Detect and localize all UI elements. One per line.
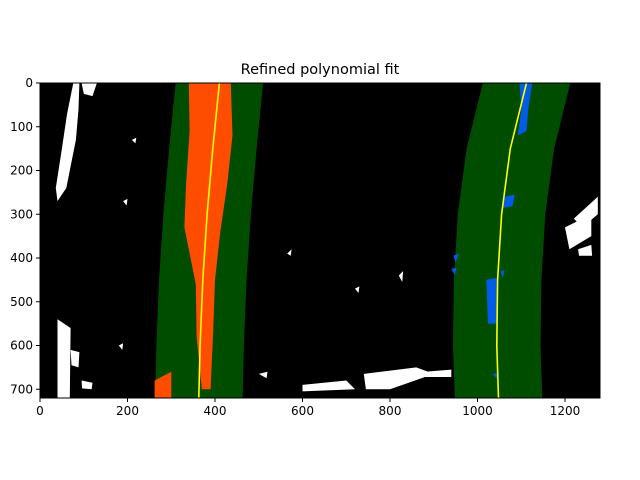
other-pixel-blob-2 bbox=[57, 319, 71, 398]
x-tick-label: 1000 bbox=[462, 404, 493, 418]
other-pixel-blob-17 bbox=[258, 371, 268, 379]
right-lane-pixel-blob-0 bbox=[517, 83, 533, 136]
right-lane-pixel-blob-3 bbox=[453, 253, 460, 263]
y-axis-ticks: 0 100 200 300 400 500 600 700 bbox=[10, 76, 40, 396]
other-pixel-blob-1 bbox=[81, 83, 97, 97]
fit-line-right bbox=[495, 83, 528, 398]
other-pixel-blob-7 bbox=[425, 369, 452, 377]
x-tick-label: 1200 bbox=[550, 404, 581, 418]
y-tick-label: 300 bbox=[10, 207, 33, 221]
other-pixel-blob-11 bbox=[398, 271, 404, 283]
other-pixel-blob-16 bbox=[118, 343, 124, 350]
right-lane-pixel-blob-1 bbox=[502, 194, 515, 208]
plot-area bbox=[40, 83, 600, 398]
left-lane-pixels bbox=[154, 83, 233, 398]
other-detected-pixels bbox=[55, 83, 598, 398]
other-pixel-blob-12 bbox=[355, 286, 360, 293]
search-window-right bbox=[453, 83, 571, 398]
other-pixel-blob-3 bbox=[70, 349, 80, 368]
fit-line-left bbox=[198, 83, 221, 398]
right-lane-pixel-blob-4 bbox=[451, 267, 457, 276]
y-tick-label: 0 bbox=[25, 76, 33, 90]
other-pixel-blob-9 bbox=[565, 214, 592, 250]
fit-lines bbox=[198, 83, 528, 398]
x-tick-label: 800 bbox=[379, 404, 402, 418]
x-tick-label: 200 bbox=[116, 404, 139, 418]
y-tick-label: 500 bbox=[10, 295, 33, 309]
other-pixel-blob-13 bbox=[287, 249, 292, 256]
x-axis-ticks: 0 200 400 600 800 1000 1200 bbox=[36, 398, 580, 418]
y-tick-label: 700 bbox=[10, 382, 33, 396]
other-pixel-blob-10 bbox=[578, 244, 593, 256]
other-pixel-blob-5 bbox=[302, 380, 355, 392]
chart-title: Refined polynomial fit bbox=[241, 62, 400, 78]
left-lane-pixel-blob-0 bbox=[184, 83, 233, 390]
other-pixel-blob-8 bbox=[573, 196, 598, 228]
other-pixel-blob-14 bbox=[131, 137, 137, 144]
y-tick-label: 200 bbox=[10, 164, 33, 178]
right-lane-pixel-blob-5 bbox=[500, 270, 505, 278]
left-lane-pixel-blob-1 bbox=[154, 371, 172, 398]
y-tick-label: 600 bbox=[10, 339, 33, 353]
other-pixel-blob-4 bbox=[81, 380, 93, 390]
y-tick-label: 400 bbox=[10, 251, 33, 265]
other-pixel-blob-15 bbox=[123, 198, 128, 206]
axes-frame bbox=[39, 82, 601, 399]
x-tick-label: 0 bbox=[36, 404, 44, 418]
y-tick-label: 100 bbox=[10, 120, 33, 134]
x-tick-label: 400 bbox=[204, 404, 227, 418]
right-lane-pixel-blob-2 bbox=[486, 277, 498, 324]
x-tick-label: 600 bbox=[291, 404, 314, 418]
other-pixel-blob-6 bbox=[363, 367, 434, 390]
other-pixel-blob-0 bbox=[55, 83, 80, 202]
